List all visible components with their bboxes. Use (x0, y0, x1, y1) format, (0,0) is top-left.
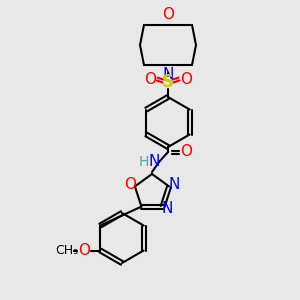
Text: N: N (162, 67, 174, 82)
Text: N: N (162, 201, 173, 216)
Text: N: N (168, 177, 180, 192)
Text: O: O (144, 71, 156, 86)
Text: N: N (148, 154, 160, 169)
Text: CH₃: CH₃ (55, 244, 78, 257)
Text: S: S (162, 73, 174, 91)
Text: O: O (180, 145, 192, 160)
Text: O: O (180, 71, 192, 86)
Text: O: O (162, 7, 174, 22)
Text: H: H (139, 155, 149, 169)
Text: O: O (124, 177, 136, 192)
Text: O: O (78, 243, 90, 258)
